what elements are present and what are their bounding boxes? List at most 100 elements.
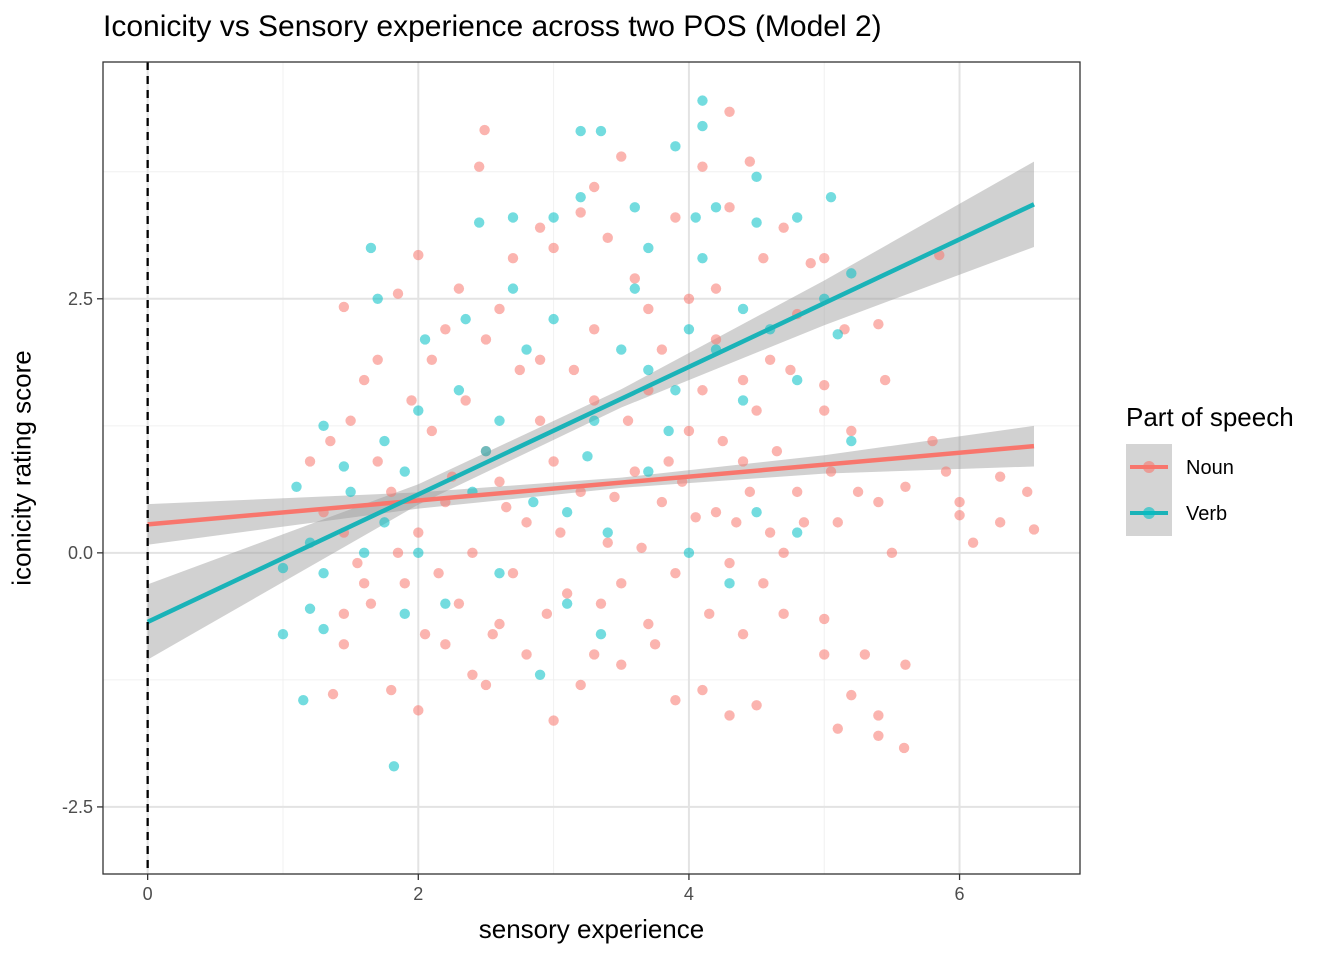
data-point-noun [345,415,356,426]
data-point-noun [697,385,708,396]
data-point-verb [582,451,593,462]
data-point-noun [575,207,586,218]
data-point-verb [507,283,519,294]
data-point-noun [785,364,796,376]
data-point-noun [724,106,735,117]
data-point-noun [555,527,566,538]
data-point-noun [832,517,843,528]
data-point-verb [507,212,519,223]
data-point-verb [548,212,559,223]
data-point-noun [670,212,681,223]
data-point-noun [859,649,871,660]
data-point-noun [805,258,816,269]
data-point-noun [898,742,910,754]
data-point-noun [534,222,546,233]
data-point-verb [791,527,803,538]
data-point-verb [460,313,471,325]
data-point-noun [392,547,404,559]
scatter-points [277,95,1040,772]
data-point-verb [751,217,762,228]
data-point-verb [629,283,641,294]
data-point-verb [710,202,722,213]
data-point-verb [825,191,837,203]
data-point-verb [521,344,532,355]
data-point-noun [372,456,383,467]
data-point-noun [744,486,756,498]
data-point-noun [771,446,783,457]
data-point-verb [480,446,492,457]
data-point-noun [1022,486,1033,498]
data-point-noun [406,395,417,406]
legend-key-verb [1126,490,1172,536]
chart-title: Iconicity vs Sensory experience across t… [103,10,882,43]
data-point-noun [473,161,485,172]
data-point-noun [575,486,586,498]
data-point-noun [629,466,641,477]
data-point-verb [318,567,329,579]
data-point-noun [690,512,701,523]
data-point-noun [994,471,1006,482]
data-point-noun [751,405,762,416]
data-point-noun [819,379,830,391]
data-point-noun [846,425,857,437]
data-point-verb [358,547,370,559]
data-point-noun [724,557,735,569]
data-point-noun [602,232,613,244]
data-point-noun [710,507,722,518]
x-tick-label: 0 [143,884,153,904]
data-point-noun [609,491,620,503]
panel-border [102,61,1081,875]
data-point-noun [494,476,505,487]
data-point-verb [318,623,329,635]
data-point-noun [534,415,546,426]
data-point-verb [697,120,708,132]
data-point-noun [419,628,431,640]
data-point-noun [521,517,532,528]
data-point-noun [616,151,627,162]
data-point-noun [656,496,668,508]
data-point-verb [413,405,424,416]
data-point-noun [338,608,350,620]
y-tick-label: 0.0 [68,543,93,563]
data-point-verb [440,598,451,609]
data-point-verb [345,486,356,498]
data-point-noun [325,435,336,447]
data-point-noun [704,608,715,620]
data-point-noun [568,364,580,376]
data-point-verb [561,598,573,609]
data-point-noun [670,695,681,706]
data-point-noun [656,344,668,355]
data-point-verb [595,628,607,640]
data-point-noun [440,324,451,335]
data-point-noun [479,124,490,136]
data-point-noun [967,537,979,548]
data-point-noun [386,684,397,696]
y-axis-label: iconicity rating score [6,350,37,586]
y-tick-label: -2.5 [62,797,93,817]
data-point-verb [304,603,316,614]
data-point-noun [778,608,789,620]
data-point-noun [751,700,762,711]
data-point-noun [737,456,749,467]
data-point-noun [426,425,438,437]
data-point-noun [798,517,810,528]
data-point-verb [453,385,465,396]
axis-ticks: 0 2 4 6 -2.5 0.0 2.5 [62,289,965,904]
data-point-noun [534,354,546,365]
data-point-verb [791,212,803,223]
data-point-verb [575,191,586,203]
fit-line-verb [146,202,1035,625]
legend-key-noun [1126,444,1172,490]
data-point-noun [744,156,756,167]
data-point-noun [819,649,830,660]
data-point-verb [690,212,701,223]
data-point-noun [670,567,681,579]
data-point-noun [494,618,505,630]
data-point-verb [338,461,350,472]
data-point-noun [819,405,830,416]
data-point-noun [548,242,559,254]
data-point-noun [629,273,641,284]
data-point-verb [629,202,641,213]
data-point-noun [386,486,397,498]
data-point-verb [602,527,613,538]
